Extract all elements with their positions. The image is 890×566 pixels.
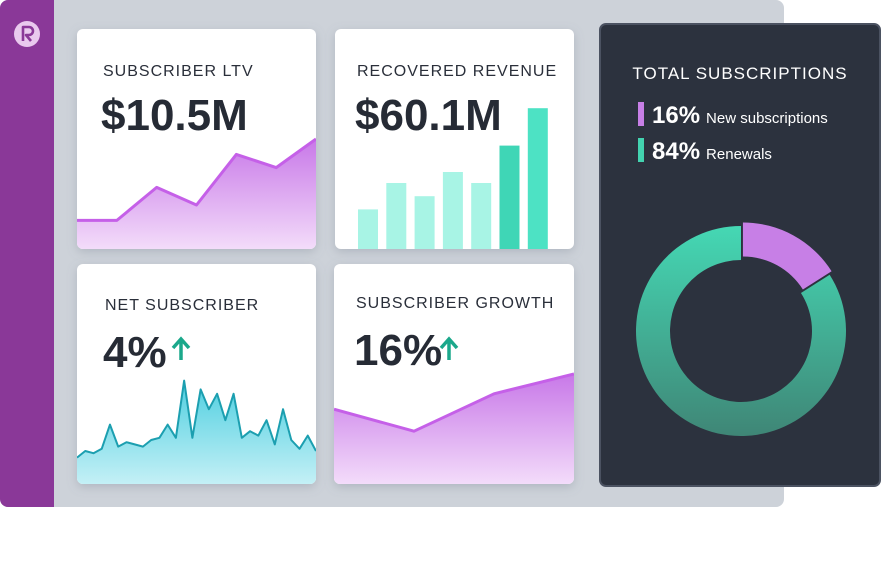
card-title: RECOVERED REVENUE [357, 63, 557, 80]
card-chart [358, 108, 548, 249]
area-fill [77, 139, 316, 249]
logo[interactable] [14, 21, 40, 47]
line [77, 379, 316, 459]
donut-segment [636, 226, 846, 436]
card-value: 4% [103, 328, 167, 377]
card-title: SUBSCRIBER LTV [103, 63, 254, 80]
bar [471, 183, 492, 249]
legend-label: Renewals [706, 146, 772, 163]
up-arrow [171, 336, 191, 360]
bar [358, 209, 378, 249]
bar [386, 183, 407, 249]
legend-swatch [638, 138, 644, 162]
legend-value: 84% [652, 138, 700, 165]
area-fill [77, 380, 316, 484]
bar [414, 196, 435, 249]
card-title: NET SUBSCRIBER [105, 297, 259, 314]
card [77, 264, 316, 484]
bar [442, 172, 463, 249]
card-title: SUBSCRIBER GROWTH [356, 295, 554, 312]
up-arrow [439, 336, 459, 360]
line [334, 372, 574, 433]
bar [527, 108, 548, 249]
card-chart [77, 379, 316, 484]
card-value: $60.1M [355, 91, 502, 140]
line [77, 137, 316, 222]
legend-value: 16% [652, 102, 700, 129]
sidebar [0, 0, 54, 507]
donut-segment [742, 222, 832, 290]
card-chart [77, 137, 316, 249]
card-value: 16% [354, 326, 442, 375]
card-value: $10.5M [101, 91, 248, 140]
bar [499, 145, 520, 249]
panel-title: TOTAL SUBSCRIPTIONS [632, 64, 847, 83]
card-chart [334, 372, 574, 484]
legend-label: New subscriptions [706, 110, 828, 127]
area-fill [334, 374, 574, 484]
legend-swatch [638, 102, 644, 126]
